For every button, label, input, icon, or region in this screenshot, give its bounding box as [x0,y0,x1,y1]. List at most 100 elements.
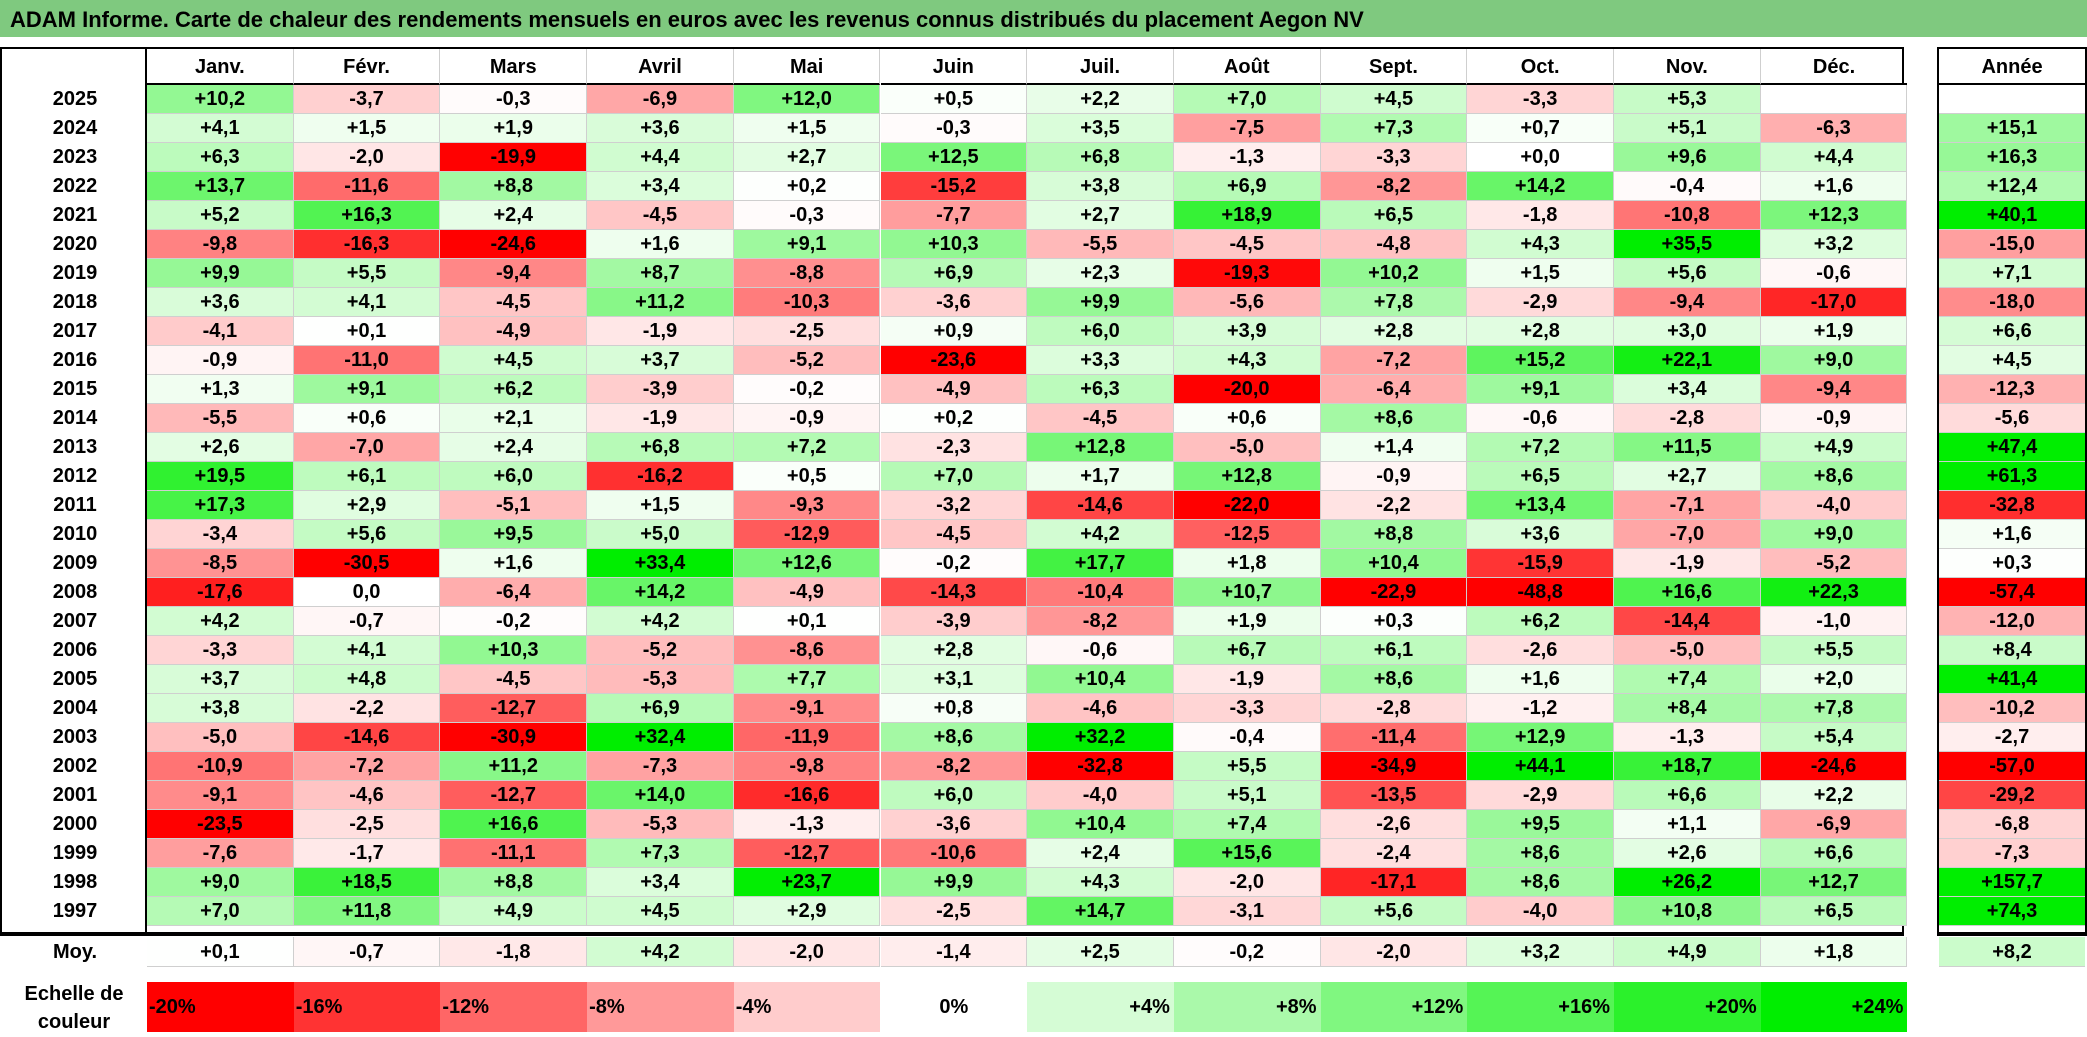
heatmap-cell: +3,4 [1614,375,1761,404]
heatmap-cell: +9,1 [1467,375,1614,404]
heatmap-cell: -1,9 [1614,549,1761,578]
heatmap-cell: +10,4 [1320,549,1468,578]
heatmap-cell: +0,2 [880,404,1028,433]
heatmap-cell: -2,6 [1320,810,1468,839]
heatmap-cell: +4,9 [1760,433,1908,462]
heatmap-cell: +14,7 [1027,897,1174,926]
heatmap-cell: -5,0 [1173,433,1321,462]
heatmap-cell: -1,3 [1173,143,1321,172]
heatmap-cell: +4,3 [1467,230,1614,259]
heatmap-cell: +8,7 [587,259,734,288]
annual-cell: -7,3 [1939,839,2085,868]
heatmap-cell: +12,3 [1760,201,1908,230]
heatmap-cell: +2,8 [1320,317,1468,346]
annual-cell: -18,0 [1939,288,2085,317]
heatmap-cell: +9,9 [147,259,294,288]
heatmap-cell: -5,2 [587,636,734,665]
row-year-label: 2002 [52,755,98,777]
heatmap-cell: +33,4 [587,549,734,578]
heatmap-cell: +2,9 [733,897,881,926]
annual-cell: -2,7 [1939,723,2085,752]
heatmap-cell: +0,0 [1467,143,1614,172]
heatmap-cell: +6,1 [1320,636,1468,665]
month-header: Sept. [1320,49,1468,85]
heatmap-cell: +6,3 [147,143,294,172]
heatmap-cell: -0,3 [733,201,881,230]
heatmap-cell: -12,9 [733,520,881,549]
heatmap-cell: -7,0 [293,433,441,462]
heatmap-cell: -4,5 [440,288,588,317]
heatmap-cell: +9,6 [1614,143,1761,172]
heatmap-cell: +10,8 [1614,897,1761,926]
heatmap-cell: +6,8 [587,433,734,462]
heatmap-cell: -0,9 [147,346,294,375]
heatmap-cell: -2,3 [880,433,1028,462]
heatmap-cell: +18,7 [1614,752,1761,781]
annual-cell: -5,6 [1939,404,2085,433]
heatmap-cell: -4,9 [440,317,588,346]
heatmap-cell: -4,6 [1027,694,1174,723]
heatmap-cell: +2,4 [1027,839,1174,868]
row-year-label: 2019 [52,262,98,284]
heatmap-cell: -1,7 [293,839,441,868]
heatmap-cell: +6,2 [440,375,588,404]
row-year-label: 2010 [52,523,98,545]
heatmap-cell: +8,6 [1320,404,1468,433]
heatmap-cell: +12,5 [880,143,1028,172]
heatmap-cell: +1,8 [1173,549,1321,578]
heatmap-cell: -9,3 [733,491,881,520]
heatmap-cell: +1,3 [147,375,294,404]
scale-swatch: +12% [1320,982,1468,1032]
row-year-label: 2004 [52,697,98,719]
heatmap-cell: -7,5 [1173,114,1321,143]
heatmap-cell: -1,9 [587,404,734,433]
row-year-label: 2022 [52,175,98,197]
heatmap-cell: +12,6 [733,549,881,578]
heatmap-cell: -5,3 [587,665,734,694]
heatmap-cell: +2,8 [1467,317,1614,346]
average-cell: -0,7 [293,937,441,967]
scale-swatch: 0% [880,982,1028,1032]
heatmap-cell: -1,3 [1614,723,1761,752]
heatmap-cell: +0,9 [880,317,1028,346]
heatmap-cell: -2,2 [293,694,441,723]
average-cell: +1,8 [1760,937,1908,967]
heatmap-cell: +18,5 [293,868,441,897]
row-year-label: 2023 [52,146,98,168]
heatmap-cell: -1,9 [587,317,734,346]
heatmap-cell: +16,6 [440,810,588,839]
heatmap-cell: -8,5 [147,549,294,578]
heatmap-cell: +2,8 [880,636,1028,665]
heatmap-cell: -5,6 [1173,288,1321,317]
heatmap-cell: +5,3 [1614,85,1761,114]
heatmap-cell: +16,6 [1614,578,1761,607]
heatmap-cell: +6,0 [440,462,588,491]
annual-cell: -15,0 [1939,230,2085,259]
scale-swatch: -20% [147,982,294,1032]
heatmap-cell: +9,0 [1760,346,1908,375]
heatmap-cell: +5,6 [1614,259,1761,288]
heatmap-cell: -7,1 [1614,491,1761,520]
heatmap-cell: +3,4 [587,868,734,897]
heatmap-cell: -16,6 [733,781,881,810]
heatmap-cell: -5,0 [1614,636,1761,665]
annual-cell: -57,0 [1939,752,2085,781]
row-year-label: 2005 [52,668,98,690]
heatmap-cell: -2,9 [1467,288,1614,317]
heatmap-cell: +2,1 [440,404,588,433]
heatmap-cell: +15,2 [1467,346,1614,375]
heatmap-cell: +7,4 [1173,810,1321,839]
heatmap-cell: -2,5 [880,897,1028,926]
heatmap-cell: -11,6 [293,172,441,201]
heatmap-cell: -0,9 [1320,462,1468,491]
heatmap-cell: -4,5 [587,201,734,230]
heatmap-cell: +9,9 [880,868,1028,897]
heatmap-cell: -14,4 [1614,607,1761,636]
heatmap-cell: +11,8 [293,897,441,926]
heatmap-cell: +8,6 [1760,462,1908,491]
heatmap-cell: +3,7 [587,346,734,375]
heatmap-cell: +9,0 [1760,520,1908,549]
heatmap-cell: -1,3 [733,810,881,839]
heatmap-cell: +26,2 [1614,868,1761,897]
row-year-label: 2011 [53,494,97,516]
